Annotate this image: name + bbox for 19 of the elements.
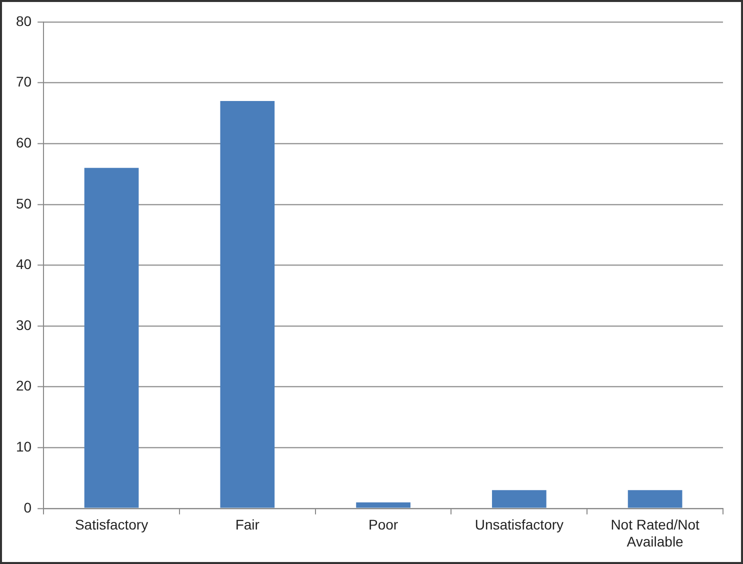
x-tick-label: Not Rated/Not Available <box>610 516 700 550</box>
y-tick-label: 10 <box>16 438 32 454</box>
y-tick-label: 70 <box>16 74 32 90</box>
bar <box>220 101 275 508</box>
y-tick-label: 50 <box>16 195 32 212</box>
y-tick-label: 60 <box>16 134 32 150</box>
x-tick-label: Poor <box>368 516 398 533</box>
bar <box>628 490 682 508</box>
y-tick-label: 80 <box>16 12 32 29</box>
x-tick-label: Satisfactory <box>74 516 148 533</box>
y-tick-label: 30 <box>16 316 32 333</box>
y-tick-label: 0 <box>24 499 32 516</box>
bar <box>492 490 546 508</box>
x-tick-label: Fair <box>235 516 260 533</box>
x-tick-label: Unsatisfactory <box>474 516 564 533</box>
y-tick-label: 40 <box>16 256 32 272</box>
bar <box>84 168 139 508</box>
y-tick-label: 20 <box>16 378 32 394</box>
bar <box>356 502 410 508</box>
